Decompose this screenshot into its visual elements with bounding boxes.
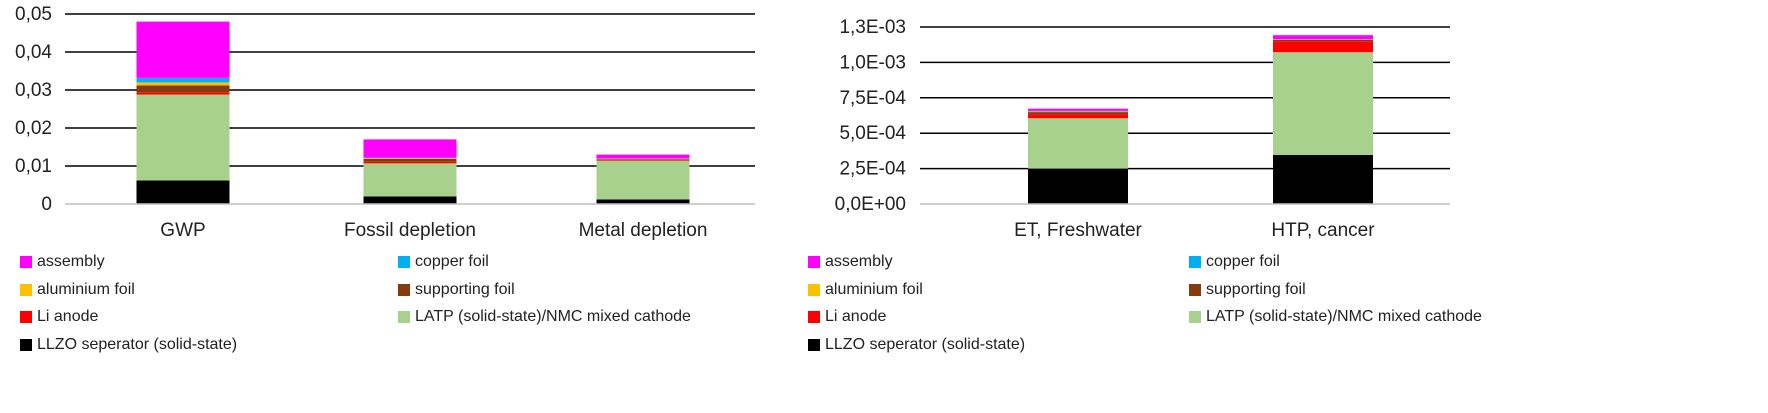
bar-segment-latp-solid-state-nmc-mixed-cathode bbox=[1273, 52, 1373, 155]
y-tick-label: 0,05 bbox=[15, 4, 52, 25]
legend-label: aluminium foil bbox=[825, 281, 923, 298]
bar-segment-latp-solid-state-nmc-mixed-cathode bbox=[363, 163, 457, 197]
legend-item-llzo-seperator-solid-state: LLZO seperator (solid-state) bbox=[808, 336, 1025, 354]
legend-item-copper-foil: copper foil bbox=[1189, 253, 1280, 271]
legend-swatch bbox=[398, 284, 410, 296]
legend-label: assembly bbox=[37, 253, 105, 270]
bar-segment-li-anode bbox=[363, 161, 457, 164]
bar-segment-supporting-foil bbox=[363, 158, 457, 162]
legend-label: aluminium foil bbox=[37, 281, 135, 298]
bar-segment-latp-solid-state-nmc-mixed-cathode bbox=[136, 94, 230, 181]
legend-item-latp-solid-state-nmc-mixed-cathode: LATP (solid-state)/NMC mixed cathode bbox=[398, 308, 691, 326]
legend-item-aluminium-foil: aluminium foil bbox=[20, 281, 135, 299]
legend-label: copper foil bbox=[1206, 253, 1280, 270]
legend-swatch bbox=[20, 311, 32, 323]
x-category-label: Fossil depletion bbox=[344, 220, 476, 241]
bar-segment-aluminium-foil bbox=[1028, 111, 1128, 113]
bar-segment-latp-solid-state-nmc-mixed-cathode bbox=[1028, 118, 1128, 169]
x-category-label: HTP, cancer bbox=[1271, 220, 1375, 241]
x-category-label: Metal depletion bbox=[579, 220, 708, 241]
y-tick-label: 7,5E-04 bbox=[839, 88, 906, 109]
y-tick-label: 1,3E-03 bbox=[839, 17, 906, 38]
bar-segment-copper-foil bbox=[136, 77, 230, 83]
legend-item-aluminium-foil: aluminium foil bbox=[808, 281, 923, 299]
bar-segment-supporting-foil bbox=[136, 85, 230, 93]
bar-segment-llzo-seperator-solid-state bbox=[1273, 154, 1373, 204]
legend-swatch bbox=[398, 256, 410, 268]
legend-item-assembly: assembly bbox=[808, 253, 893, 271]
legend-label: supporting foil bbox=[1206, 281, 1306, 298]
legend-swatch bbox=[808, 256, 820, 268]
bar-segment-llzo-seperator-solid-state bbox=[1028, 168, 1128, 204]
bar-segment-aluminium-foil bbox=[363, 158, 457, 159]
legend-label: LLZO seperator (solid-state) bbox=[825, 336, 1026, 353]
legend-label: LATP (solid-state)/NMC mixed cathode bbox=[415, 308, 691, 325]
y-tick-label: 0,04 bbox=[15, 42, 52, 63]
bar-segment-assembly bbox=[1028, 108, 1128, 111]
x-category-label: GWP bbox=[160, 220, 205, 241]
legend-swatch bbox=[20, 256, 32, 268]
bar-segment-assembly bbox=[1273, 35, 1373, 40]
bar-segment-latp-solid-state-nmc-mixed-cathode bbox=[596, 160, 690, 200]
legend-swatch bbox=[398, 311, 410, 323]
bar-segment-aluminium-foil bbox=[136, 82, 230, 86]
legend-item-supporting-foil: supporting foil bbox=[1189, 281, 1306, 299]
y-tick-label: 0,0E+00 bbox=[835, 194, 906, 215]
bar-segment-assembly bbox=[136, 21, 230, 78]
legend-item-llzo-seperator-solid-state: LLZO seperator (solid-state) bbox=[20, 336, 237, 354]
legend-label: Li anode bbox=[37, 308, 99, 325]
y-tick-label: 5,0E-04 bbox=[839, 123, 906, 144]
legend-item-li-anode: Li anode bbox=[808, 308, 886, 326]
legend-label: Li anode bbox=[825, 308, 887, 325]
legend-item-supporting-foil: supporting foil bbox=[398, 281, 515, 299]
chart-1: 0 0,01 0,02 0,03 0,04 0,05 GWP Fossil depletion… bbox=[15, 4, 755, 241]
bar-segment-llzo-seperator-solid-state bbox=[136, 180, 230, 204]
legend-swatch bbox=[20, 339, 32, 351]
legend-item-assembly: assembly bbox=[20, 253, 105, 271]
legend-label: LLZO seperator (solid-state) bbox=[37, 336, 238, 353]
legend-swatch bbox=[1189, 284, 1201, 296]
y-tick-label: 0 bbox=[41, 194, 52, 215]
chart-2: 0,0E+00 2,5E-04 5,0E-04 7,5E-04 1,0E-03 1,3E-… bbox=[835, 17, 1450, 241]
legend-swatch bbox=[808, 339, 820, 351]
legend-label: supporting foil bbox=[415, 281, 515, 298]
x-category-label: ET, Freshwater bbox=[1014, 220, 1142, 241]
bar-segment-assembly bbox=[363, 139, 457, 158]
bar-segment-supporting-foil bbox=[1028, 112, 1128, 115]
y-tick-label: 0,02 bbox=[15, 118, 52, 139]
legend-item-li-anode: Li anode bbox=[20, 308, 98, 326]
legend-swatch bbox=[808, 311, 820, 323]
legend-swatch bbox=[808, 284, 820, 296]
bar-segment-supporting-foil bbox=[1273, 39, 1373, 42]
legend-swatch bbox=[20, 284, 32, 296]
bar-segment-supporting-foil bbox=[596, 159, 690, 160]
bar-segment-llzo-seperator-solid-state bbox=[363, 196, 457, 204]
legend-item-latp-solid-state-nmc-mixed-cathode: LATP (solid-state)/NMC mixed cathode bbox=[1189, 308, 1482, 326]
bar-segment-llzo-seperator-solid-state bbox=[596, 199, 690, 204]
legend-swatch bbox=[1189, 256, 1201, 268]
legend-label: assembly bbox=[825, 253, 893, 270]
bar-segment-li-anode bbox=[596, 159, 690, 161]
y-tick-label: 2,5E-04 bbox=[839, 159, 906, 180]
bar-segment-li-anode bbox=[1028, 114, 1128, 119]
bar-segment-copper-foil bbox=[1028, 110, 1128, 112]
bar-segment-li-anode bbox=[136, 92, 230, 95]
bar-segment-assembly bbox=[596, 154, 690, 159]
legend-swatch bbox=[1189, 311, 1201, 323]
y-tick-label: 0,03 bbox=[15, 80, 52, 101]
bar-segment-li-anode bbox=[1273, 41, 1373, 53]
legend-label: copper foil bbox=[415, 253, 489, 270]
legend-label: LATP (solid-state)/NMC mixed cathode bbox=[1206, 308, 1482, 325]
y-tick-label: 1,0E-03 bbox=[839, 52, 906, 73]
y-tick-label: 0,01 bbox=[15, 156, 52, 177]
legend-item-copper-foil: copper foil bbox=[398, 253, 489, 271]
